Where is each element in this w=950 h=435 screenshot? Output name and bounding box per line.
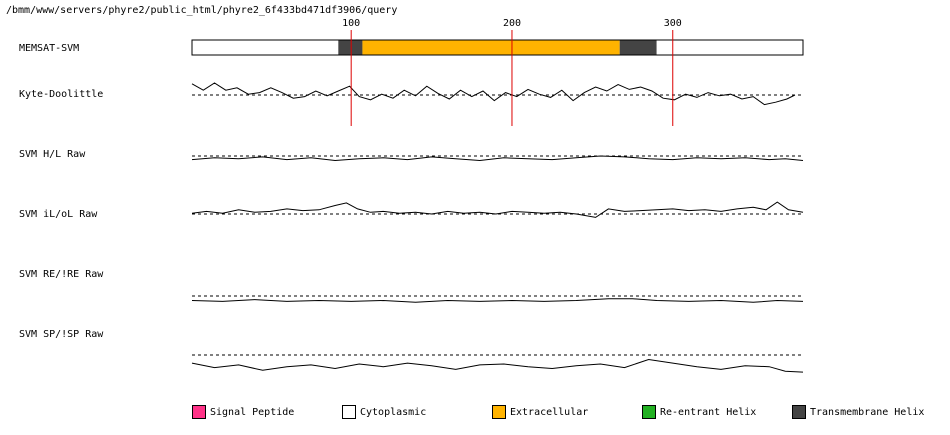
legend-swatch <box>342 405 356 419</box>
position-tick-label-100: 100 <box>342 18 360 29</box>
legend-swatch <box>792 405 806 419</box>
legend-label: Extracellular <box>510 406 589 418</box>
track-label-2: SVM iL/oL Raw <box>19 209 98 220</box>
track-label-3: SVM RE/!RE Raw <box>19 269 104 280</box>
legend-item: Cytoplasmic <box>342 404 426 420</box>
topology-segment-2 <box>362 40 620 55</box>
legend-item: Signal Peptide <box>192 404 294 420</box>
legend-item: Transmembrane Helix <box>792 404 924 420</box>
topology-segment-0 <box>192 40 339 55</box>
topology-segment-4 <box>656 40 803 55</box>
position-tick-label-200: 200 <box>503 18 521 29</box>
legend-label: Re-entrant Helix <box>660 406 757 418</box>
series-line-0 <box>191 82 796 106</box>
series-line-3 <box>191 298 804 303</box>
legend-swatch <box>192 405 206 419</box>
series-line-2 <box>191 201 804 218</box>
topology-border <box>191 39 804 56</box>
legend-label: Transmembrane Helix <box>810 406 925 418</box>
topology-segment-1 <box>338 40 363 55</box>
series-line-1 <box>191 155 804 162</box>
track-label-0: Kyte-Doolittle <box>19 89 103 100</box>
track-label-4: SVM SP/!SP Raw <box>19 329 104 340</box>
legend-swatch <box>492 405 506 419</box>
series-line-4 <box>191 358 804 373</box>
legend-label: Signal Peptide <box>210 406 295 418</box>
legend-label: Cytoplasmic <box>360 406 427 418</box>
legend-item: Re-entrant Helix <box>642 404 756 420</box>
position-tick-label-300: 300 <box>664 18 682 29</box>
legend-swatch <box>642 405 656 419</box>
legend-item: Extracellular <box>492 404 588 420</box>
track-label-1: SVM H/L Raw <box>19 149 86 160</box>
page-title: /bmm/www/servers/phyre2/public_html/phyr… <box>6 5 398 16</box>
topology-segment-3 <box>619 40 657 55</box>
track-label-memsat: MEMSAT-SVM <box>19 43 79 54</box>
